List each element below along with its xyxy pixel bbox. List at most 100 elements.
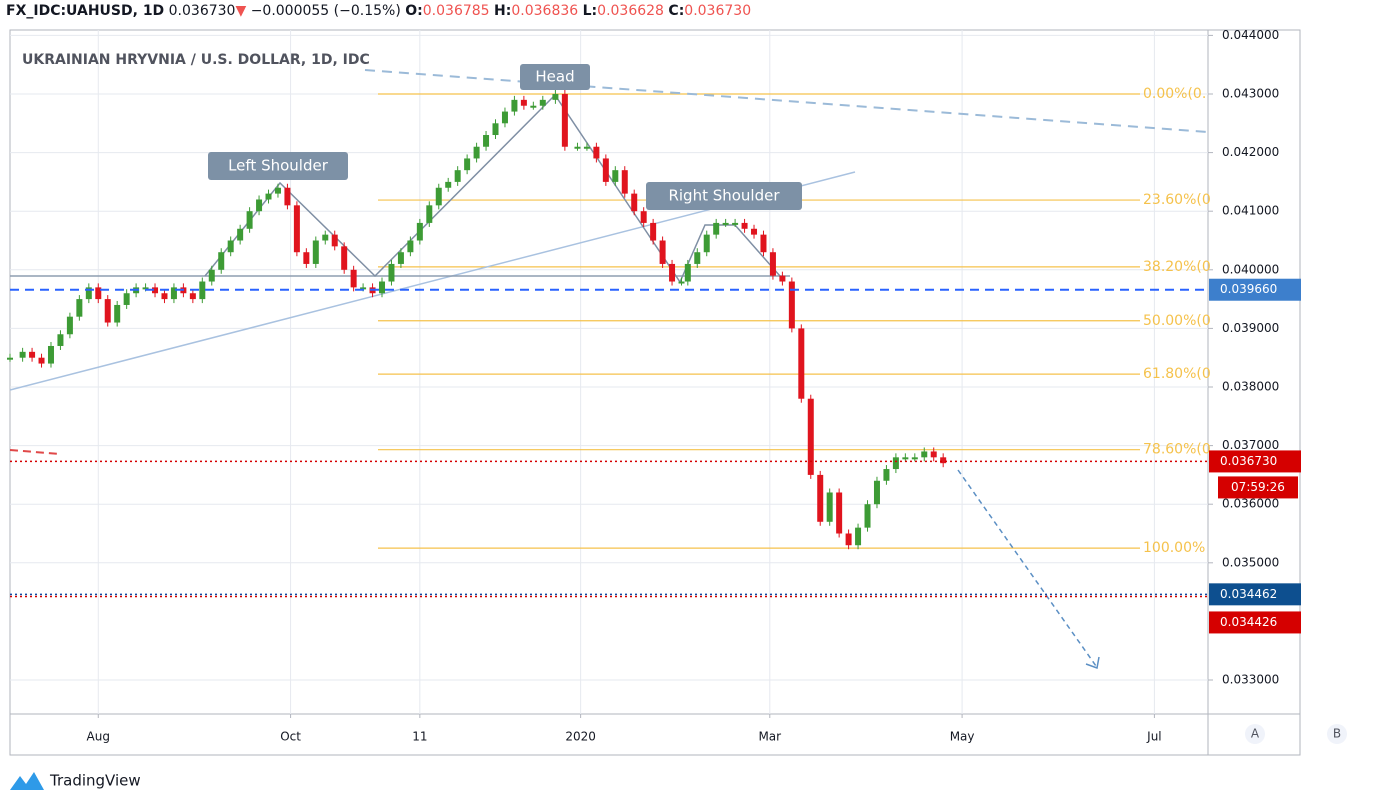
ohlc-key: H: bbox=[494, 3, 512, 19]
candle bbox=[19, 351, 26, 358]
red-dash bbox=[9, 449, 61, 455]
candle bbox=[265, 193, 272, 200]
candle bbox=[530, 105, 537, 108]
candle bbox=[902, 457, 909, 460]
scale-button[interactable] bbox=[1245, 724, 1265, 744]
candle bbox=[501, 111, 508, 124]
candle bbox=[274, 187, 281, 194]
arrow: ▼ bbox=[235, 3, 247, 19]
candle bbox=[29, 351, 36, 358]
candle bbox=[552, 93, 559, 100]
candle bbox=[873, 480, 880, 505]
candle bbox=[227, 240, 234, 253]
candle bbox=[650, 222, 657, 241]
price-label-box bbox=[1209, 278, 1301, 301]
candle bbox=[583, 146, 590, 149]
candle bbox=[940, 457, 947, 464]
x-tick-label: May bbox=[950, 730, 975, 744]
candle bbox=[684, 263, 691, 282]
scale-button[interactable] bbox=[1327, 724, 1347, 744]
candle bbox=[807, 398, 814, 475]
candle bbox=[95, 287, 102, 300]
brand: TradingView bbox=[49, 772, 141, 790]
candle bbox=[397, 252, 404, 264]
candle bbox=[669, 263, 676, 282]
price-label-box bbox=[1209, 583, 1301, 606]
fib-label: 38.20%(0 bbox=[1143, 259, 1211, 275]
label-box bbox=[208, 152, 348, 180]
projection-arrow bbox=[957, 469, 1097, 667]
candle bbox=[199, 281, 206, 300]
x-tick-label: Oct bbox=[280, 730, 301, 744]
price-label: 0.034462 bbox=[1220, 587, 1277, 601]
candle bbox=[445, 181, 452, 188]
candle bbox=[621, 170, 628, 194]
y-tick-label: 0.036000 bbox=[1222, 497, 1279, 511]
candle bbox=[602, 158, 609, 182]
candle bbox=[237, 228, 244, 241]
change: −0.000055 (−0.15%) bbox=[250, 3, 401, 19]
candle bbox=[464, 158, 471, 171]
fib-label: 23.60%(0 bbox=[1143, 192, 1211, 208]
header: FX_IDC:UAHUSD, 1D 0.036730▼ −0.000055 (−… bbox=[6, 3, 751, 19]
chart-title: UKRAINIAN HRYVNIA / U.S. DOLLAR, 1D, IDC bbox=[22, 52, 370, 68]
candle bbox=[256, 199, 263, 212]
candle bbox=[85, 287, 92, 300]
scale-button-label[interactable]: A bbox=[1251, 727, 1260, 741]
candle bbox=[836, 492, 843, 534]
ohlc-value: 0.036628 bbox=[597, 3, 664, 19]
y-tick-label: 0.039000 bbox=[1222, 321, 1279, 335]
candle bbox=[331, 234, 338, 247]
ohlc-key: C: bbox=[668, 3, 685, 19]
candle bbox=[435, 187, 442, 206]
logo bbox=[10, 772, 44, 790]
candle bbox=[864, 504, 871, 528]
fibonacci: 0.00%(0. 23.60%(0 38.20%(0 50.00%(0 61.80%(0… bbox=[378, 86, 1211, 556]
candles bbox=[7, 89, 947, 550]
price-lines: 0.039660 0.036730 07:59:26 0.034462 0.034426 bbox=[10, 278, 1301, 634]
candle bbox=[539, 99, 546, 106]
y-tick-label: 0.040000 bbox=[1222, 262, 1279, 276]
fib-label: 50.00%(0 bbox=[1143, 313, 1211, 329]
candle bbox=[788, 281, 795, 329]
candle bbox=[760, 234, 767, 253]
price-label: 0.034426 bbox=[1220, 615, 1277, 629]
x-tick-label: 2020 bbox=[565, 730, 596, 744]
candle bbox=[57, 334, 64, 346]
ohlc-key: L: bbox=[582, 3, 598, 19]
candle bbox=[473, 146, 480, 159]
candle bbox=[104, 299, 111, 323]
price-label-box bbox=[1209, 611, 1301, 634]
candle bbox=[76, 299, 83, 317]
candle bbox=[208, 269, 215, 282]
candle bbox=[713, 222, 720, 235]
candle bbox=[303, 252, 310, 264]
candle bbox=[161, 293, 168, 300]
annotations: Left Shoulder Head Right Shoulder bbox=[208, 64, 802, 210]
y-tick-label: 0.033000 bbox=[1222, 673, 1279, 687]
candle bbox=[322, 234, 329, 241]
candle bbox=[114, 304, 121, 323]
timer-box bbox=[1218, 476, 1298, 499]
candle bbox=[218, 252, 225, 270]
grid: 0.033000 0.035000 0.036000 0.037000 0.038000… bbox=[10, 28, 1279, 744]
candle bbox=[883, 469, 890, 481]
candle bbox=[360, 287, 367, 290]
candle bbox=[694, 252, 701, 264]
y-tick-label: 0.035000 bbox=[1222, 555, 1279, 569]
annotation: Left Shoulder bbox=[228, 157, 329, 175]
y-tick-label: 0.042000 bbox=[1222, 145, 1279, 159]
candle bbox=[826, 492, 833, 522]
candle bbox=[388, 263, 395, 282]
candle bbox=[416, 222, 423, 241]
fib-label: 0.00%(0. bbox=[1143, 86, 1206, 102]
arrow-head bbox=[1085, 656, 1100, 670]
y-tick-label: 0.044000 bbox=[1222, 28, 1279, 42]
candle bbox=[732, 222, 739, 225]
y-tick-label: 0.043000 bbox=[1222, 86, 1279, 100]
price-label: 0.036730 bbox=[1220, 454, 1277, 468]
y-tick-label: 0.037000 bbox=[1222, 438, 1279, 452]
scale-button-label[interactable]: B bbox=[1333, 727, 1341, 741]
pattern-outline bbox=[204, 93, 781, 284]
